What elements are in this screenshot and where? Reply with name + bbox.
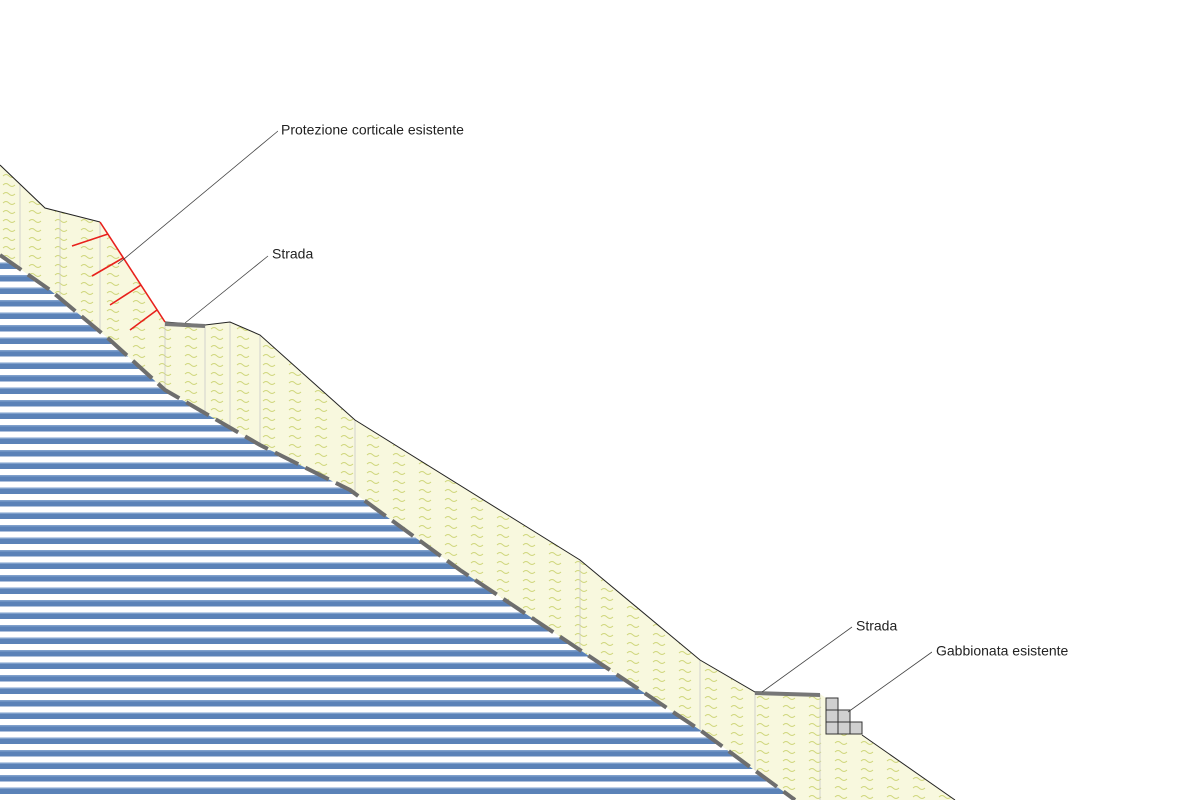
ground-surface (0, 164, 956, 800)
gabion (825, 697, 863, 735)
label: Strada (856, 618, 897, 634)
label: Strada (272, 246, 313, 262)
bedrock (0, 255, 795, 800)
label: Protezione corticale esistente (281, 122, 464, 138)
label-bg (932, 643, 1078, 661)
label-bg (278, 122, 470, 140)
leader-lines (117, 130, 933, 713)
label: Gabbionata esistente (936, 643, 1069, 659)
road (164, 322, 206, 328)
cortical-protection (71, 221, 166, 331)
road (754, 691, 821, 697)
